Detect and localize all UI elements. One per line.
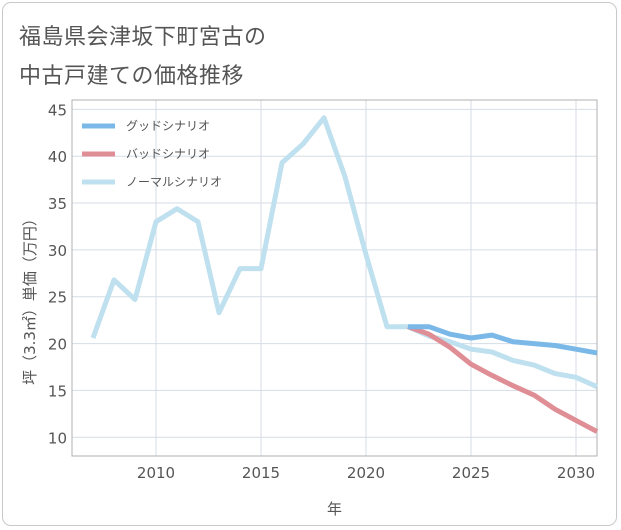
- series-line-2: [90, 115, 599, 389]
- y-tick-label-25: 25: [48, 289, 67, 307]
- x-axis-ticks: 2010 2015 2020 2025 2030: [137, 464, 595, 482]
- y-axis-ticks: 10 15 20 25 30 35 40 45: [48, 101, 67, 447]
- legend-label-1: バッドシナリオ: [126, 147, 210, 161]
- y-tick-label-35: 35: [48, 195, 67, 213]
- y-tick-label-30: 30: [48, 242, 67, 260]
- y-tick-label-45: 45: [48, 101, 67, 119]
- x-tick-label-2025: 2025: [452, 464, 490, 482]
- x-tick-label-2030: 2030: [557, 464, 595, 482]
- x-tick-label-2010: 2010: [137, 464, 175, 482]
- plot-area-frame: [71, 99, 598, 457]
- x-tick-label-2020: 2020: [347, 464, 385, 482]
- y-tick-label-10: 10: [48, 429, 67, 447]
- legend-label-2: ノーマルシナリオ: [126, 175, 222, 189]
- legend-label-0: グッドシナリオ: [126, 119, 210, 133]
- y-tick-label-15: 15: [48, 382, 67, 400]
- series-lines: [90, 115, 599, 434]
- x-axis-title: 年: [327, 500, 342, 518]
- y-axis-title: 坪（3.3㎡）単価（万円）: [21, 211, 39, 385]
- series-line-1: [407, 324, 599, 434]
- chart-card: 福島県会津坂下町宮古の 中古戸建ての価格推移: [2, 2, 617, 526]
- y-tick-label-40: 40: [48, 148, 67, 166]
- chart-title-line-1: 福島県会津坂下町宮古の: [19, 25, 267, 50]
- x-tick-label-2015: 2015: [242, 464, 280, 482]
- series-line-0: [408, 324, 598, 356]
- grid: [72, 100, 597, 456]
- chart-title-line-2: 中古戸建ての価格推移: [19, 64, 245, 89]
- y-tick-label-20: 20: [48, 336, 67, 354]
